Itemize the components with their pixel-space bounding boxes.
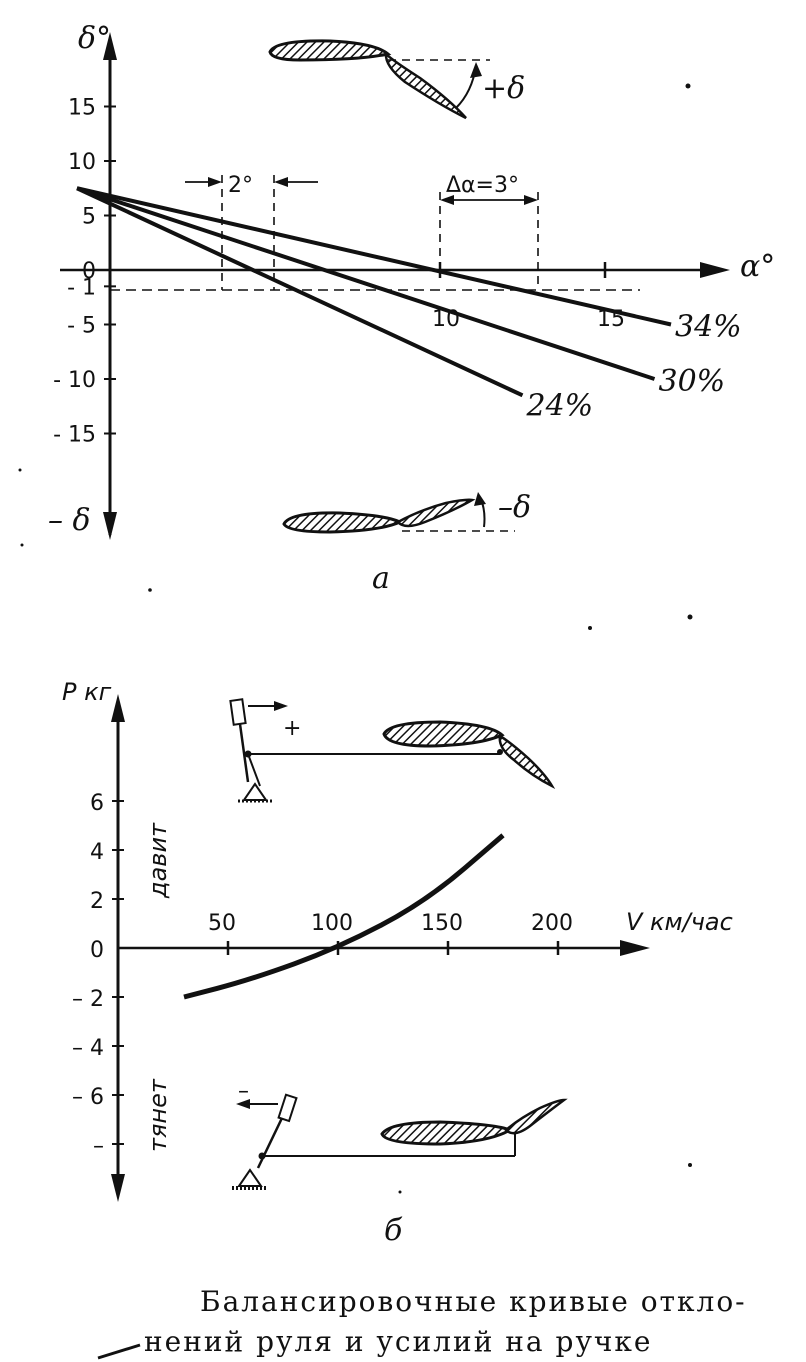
panel-a-y-axis-arrow-up [103, 32, 117, 60]
panel-a-series-line-24pct [76, 186, 524, 398]
control-stick-rod [256, 1117, 284, 1169]
panel-a-y-bottom-label: – δ [48, 503, 91, 538]
panel-b-y-tick-label: – [93, 1134, 104, 1159]
panel-a-y-tick-label: 5 [82, 205, 96, 230]
panel-a-dalpha-label: Δα=3° [446, 173, 519, 198]
panel-b-y-tick-label: 4 [90, 840, 104, 865]
panel-b-x-label: V км/час [626, 908, 733, 936]
control-stick-rod [238, 723, 250, 783]
panel-b-stick-push-diagram: + [229, 698, 556, 803]
panel-a-y-tick-label: - 15 [53, 423, 96, 448]
panel-a-2deg-arrowhead-right [274, 177, 288, 187]
panel-a-y-tick-label: - 1 [67, 275, 96, 300]
panel-b-region-upper-label: давит [144, 822, 172, 899]
panel-b-x-tick-label: 150 [421, 911, 463, 936]
panel-b-y-tick-label: 0 [90, 938, 104, 963]
elevator-flap-icon [384, 51, 467, 120]
panel-b-label: б [384, 1213, 403, 1248]
panel-a-x-label: α° [740, 249, 775, 284]
elevator-flap-icon [504, 1098, 568, 1135]
airfoil-body-icon [380, 1120, 514, 1146]
panel-b-stick-pull-diagram: – [232, 1079, 568, 1190]
panel-a-plus-delta-label: +δ [482, 71, 525, 106]
panel-a-y-ticks: 15 10 5 0- 1 - 5 - 10 - 15 [53, 96, 116, 448]
panel-a-series-label: 30% [659, 364, 726, 399]
panel-a-top-angle-arrowhead [470, 62, 482, 78]
panel-b-y-tick-label: – 4 [72, 1036, 104, 1061]
scan-mark [97, 1343, 141, 1360]
panel-b-y-tick-label: – 2 [72, 987, 104, 1012]
panel-b-x-tick-label: 50 [208, 911, 236, 936]
panel-a-2deg-label: 2° [228, 173, 253, 198]
panel-b-x-tick-label: 200 [531, 911, 573, 936]
stick-push-arrowhead [274, 701, 288, 711]
panel-b-y-ticks: 6 4 2 0 – 2 – 4 – 6 – [72, 791, 124, 1159]
panel-a-y-tick-label: 15 [68, 96, 96, 121]
ground-pivot-icon [242, 782, 268, 801]
panel-a-series-line-34pct [76, 186, 672, 327]
panel-a-series-label: 34% [675, 310, 742, 345]
elevator-flap-icon [498, 733, 556, 789]
control-stick-grip-icon [277, 1093, 298, 1123]
panel-a-y-tick-label: - 10 [53, 368, 96, 393]
panel-a-series-label: 24% [526, 388, 594, 423]
panel-b-region-lower-label: тянет [144, 1078, 172, 1152]
airfoil-body-icon [282, 511, 404, 534]
elevator-flap-icon [396, 498, 476, 528]
panel-a-2deg-arrowhead-left [208, 177, 222, 187]
panel-a-dalpha-arrowhead-left [440, 195, 454, 205]
airfoil-body-icon [382, 720, 505, 748]
airfoil-body-icon [268, 39, 392, 62]
scan-specks [18, 83, 693, 1194]
stick-pull-arrowhead [236, 1099, 250, 1109]
flap-hinge-icon [497, 749, 503, 755]
panel-a-y-tick-label: 0 [82, 259, 96, 284]
panel-b-force-curve [183, 833, 505, 1000]
pivot-joint-icon [258, 1152, 266, 1160]
panel-a-y-axis-arrow-down [103, 512, 117, 540]
panel-a-label: а [372, 561, 390, 596]
panel-a-bottom-angle-arrowhead [474, 492, 486, 506]
panel-b-plus-label: + [283, 716, 301, 741]
panel-b-y-axis-arrow-up [111, 694, 125, 722]
panel-a-x-axis-arrow [700, 262, 730, 278]
panel-a-y-label: δ° [78, 21, 111, 56]
figure-caption-line-1: Балансировочные кривые откло- [200, 1285, 747, 1318]
panel-a-minus-delta-label: –δ [498, 490, 531, 525]
panel-b-y-label: P кг [62, 678, 112, 706]
panel-a-series-line-30pct [76, 186, 656, 381]
panel-a-airfoil-up-deflection: +δ [268, 39, 525, 120]
panel-a-dalpha-arrowhead-right [524, 195, 538, 205]
panel-a-airfoil-down-deflection: –δ [282, 490, 531, 534]
panel-b-x-ticks: 50 100 150 200 [208, 911, 573, 955]
panel-b-chart: P кг V км/час давит тянет 6 4 2 0 – 2 – 4 – 6 –… [62, 678, 733, 1248]
ground-pivot-icon [237, 1168, 263, 1187]
panel-a-series: 34% 30% 24% [76, 186, 742, 423]
panel-b-y-axis-arrow-down [111, 1174, 125, 1202]
panel-b-y-tick-label: 6 [90, 791, 104, 816]
panel-a-y-tick-label: - 5 [67, 314, 96, 339]
panel-b-series [183, 833, 505, 1000]
panel-a-x-ticks: 10 15 [432, 262, 625, 332]
figure-caption-line-2: нений руля и усилий на ручке [144, 1325, 653, 1358]
panel-b-minus-label: – [238, 1079, 249, 1104]
panel-a-chart: δ° α° – δ 15 10 5 0- 1 - 5 - 10 - 15 10 15 2° Δ… [48, 21, 775, 596]
panel-a-y-tick-label: 10 [68, 150, 96, 175]
panel-b-x-axis-arrow [620, 940, 650, 956]
control-stick-grip-icon [229, 698, 247, 726]
panel-b-y-tick-label: – 6 [72, 1085, 104, 1110]
panel-b-y-tick-label: 2 [90, 889, 104, 914]
stick-support-rod [247, 753, 261, 787]
panel-b-x-tick-label: 100 [311, 911, 353, 936]
